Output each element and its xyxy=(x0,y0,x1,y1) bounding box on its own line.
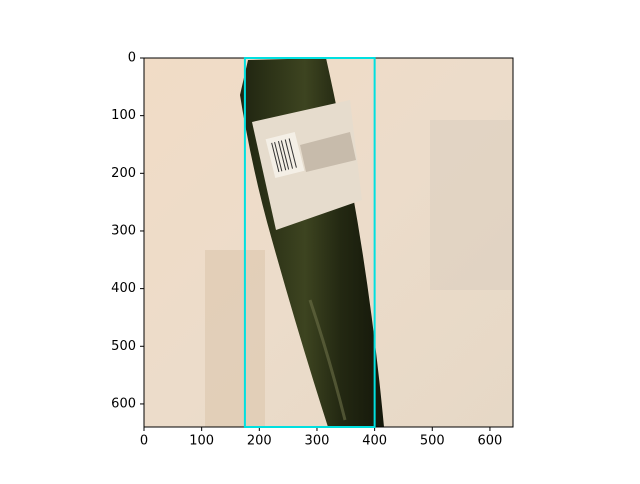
x-tick-label: 300 xyxy=(305,434,330,449)
y-tick-label: 500 xyxy=(111,339,136,354)
x-tick-label: 200 xyxy=(247,434,272,449)
y-tick-label: 400 xyxy=(111,281,136,296)
y-tick-label: 600 xyxy=(111,396,136,411)
x-tick-label: 400 xyxy=(362,434,387,449)
y-tick-label: 0 xyxy=(128,51,136,66)
y-tick-label: 300 xyxy=(111,223,136,238)
x-tick-label: 500 xyxy=(420,434,445,449)
bounding-box xyxy=(243,57,376,428)
y-tick-label: 100 xyxy=(111,108,136,123)
x-tick-label: 600 xyxy=(478,434,503,449)
x-tick-label: 100 xyxy=(189,434,214,449)
x-tick-label: 0 xyxy=(140,434,148,449)
photo xyxy=(144,58,513,427)
y-tick-label: 200 xyxy=(111,166,136,181)
